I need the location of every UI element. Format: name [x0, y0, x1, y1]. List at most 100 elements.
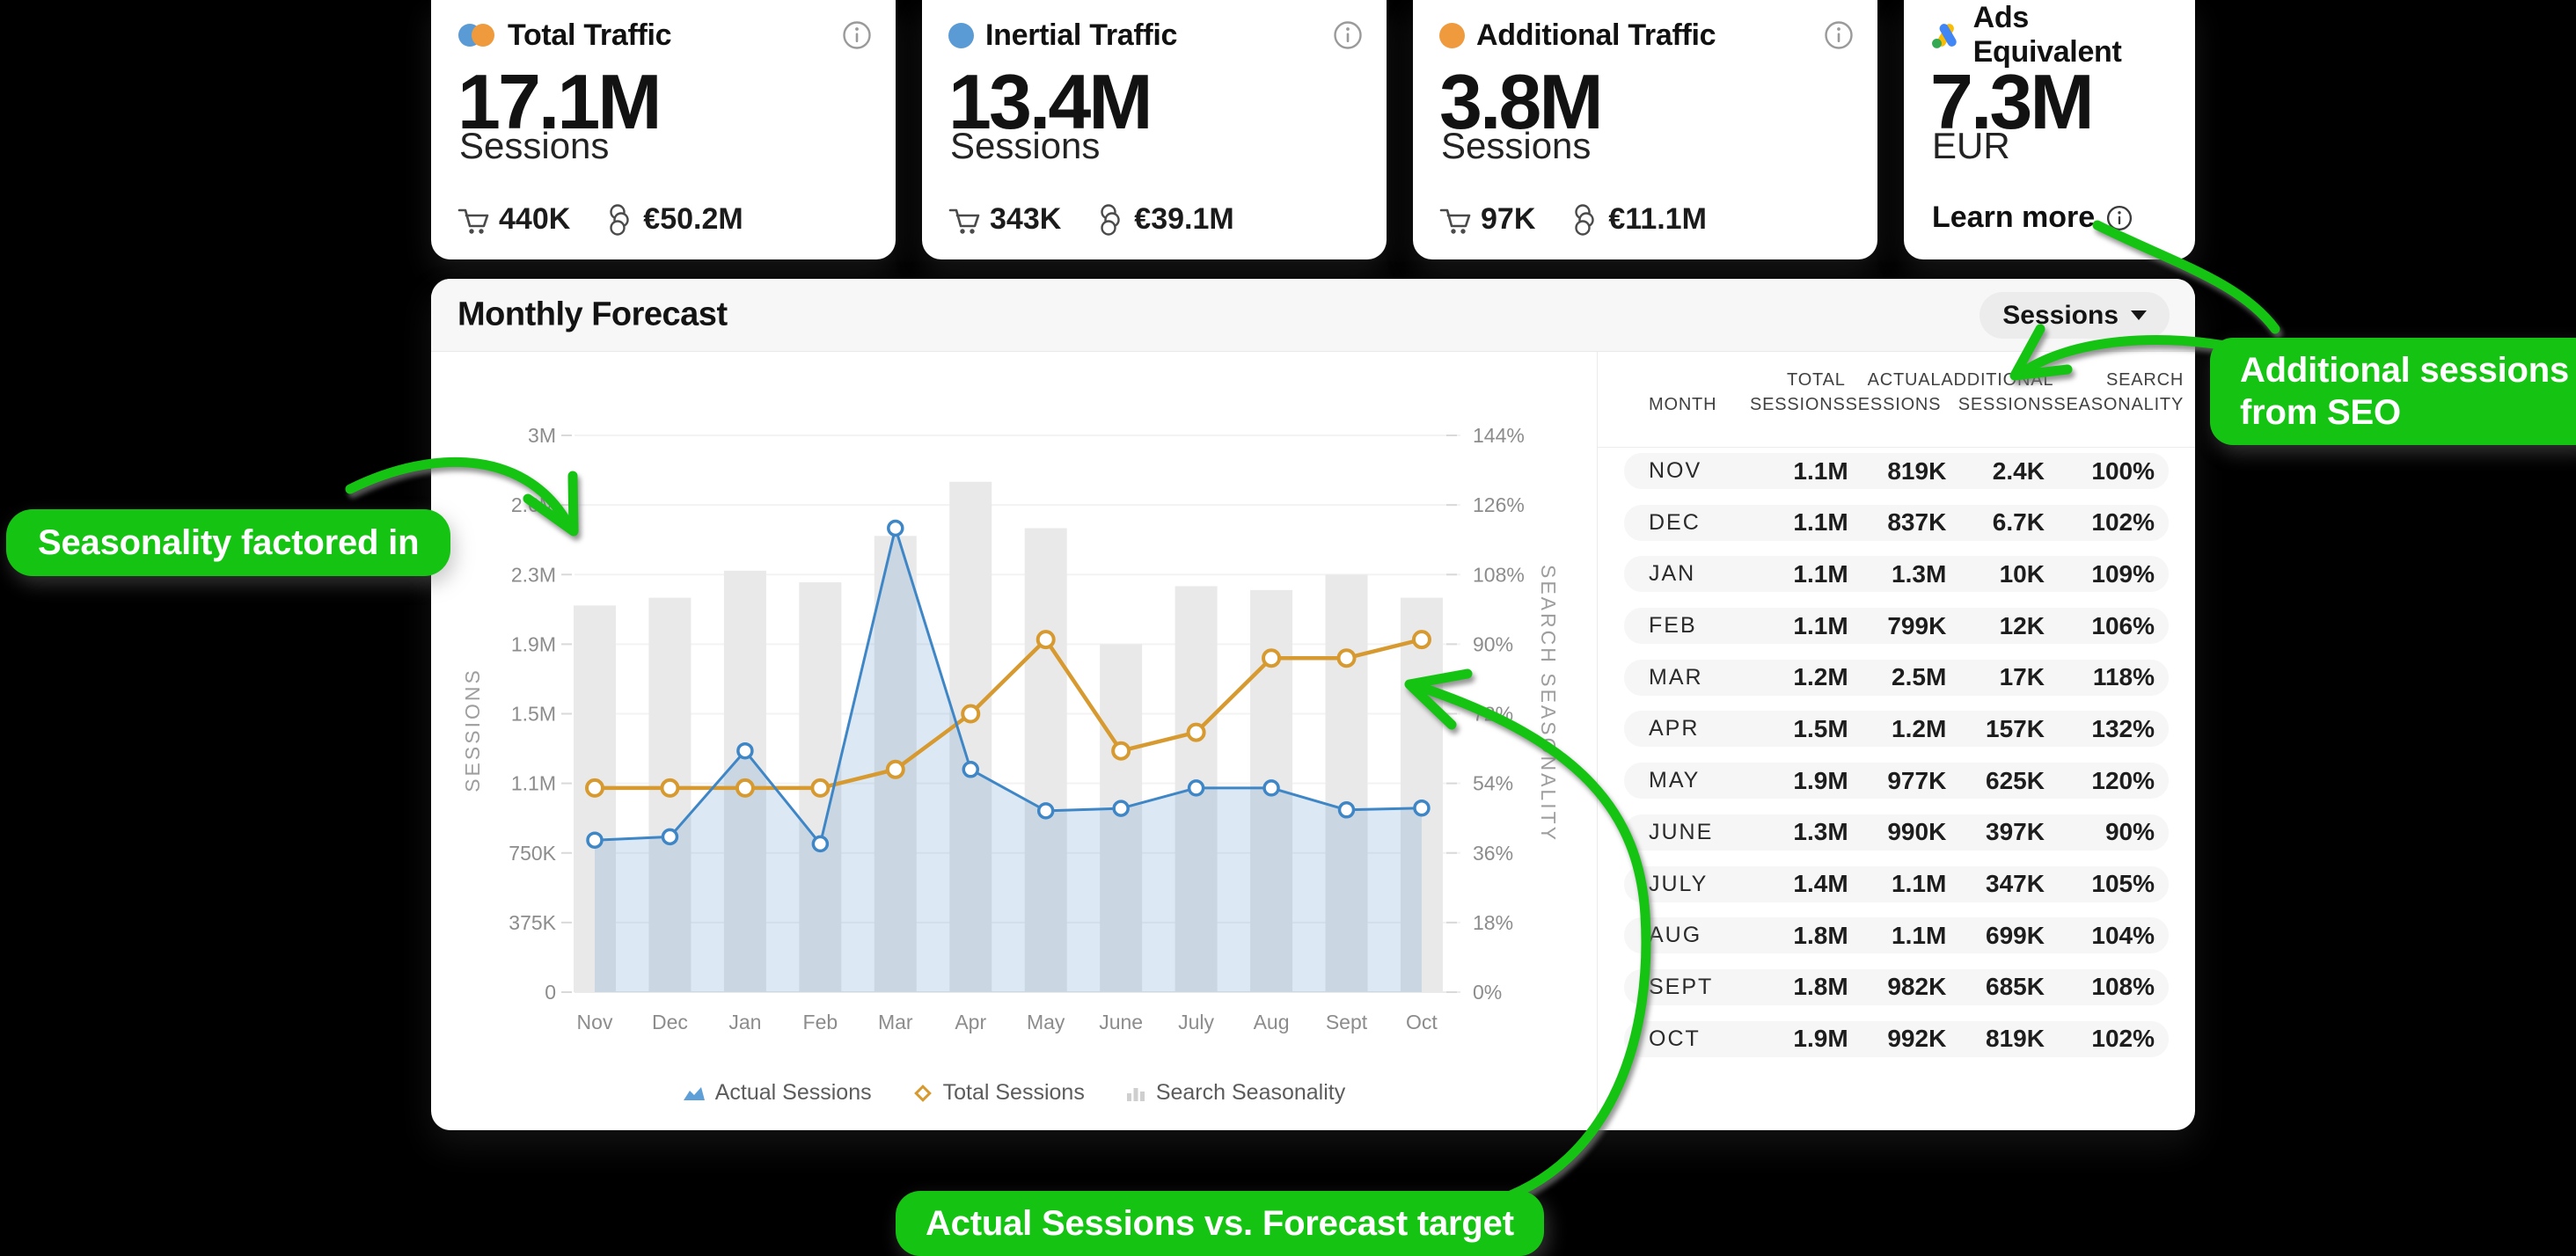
metric-unit: Sessions [459, 125, 610, 166]
value-cell: 699K [1986, 921, 2045, 949]
svg-text:SESSIONS: SESSIONS [461, 668, 484, 792]
value-cell: 397K [1986, 818, 2045, 846]
legend-actual-sessions: Actual Sessions [683, 1080, 872, 1106]
card-total-traffic: Total Traffic 17.1M Sessions 440K €50.2M [431, 0, 896, 259]
svg-text:Sept: Sept [1326, 1011, 1368, 1033]
callout-forecast-target: Actual Sessions vs. Forecast target [896, 1191, 1544, 1256]
cart-icon [457, 208, 489, 234]
metric-dropdown[interactable]: Sessions [1980, 292, 2170, 339]
transactions-value: 97K [1481, 202, 1536, 236]
orange-dot-icon [1439, 22, 1465, 48]
chart-zone: 3M 144% 2.6M 126% 2.3M 108% 1.9M 90% 1.5M 72% 1.1M… [431, 352, 1597, 1130]
forecast-table: MONTH TOTAL SESSIONS ACTUAL SESSIONS ADDITION… [1598, 352, 2195, 1130]
svg-text:Apr: Apr [955, 1011, 986, 1033]
value-cell: 1.1M [1892, 921, 1947, 949]
value-cell: 1.1M [1892, 870, 1947, 897]
value-cell: 347K [1986, 870, 2045, 897]
value-cell: 1.9M [1793, 1025, 1848, 1053]
svg-text:2.6M: 2.6M [511, 493, 556, 516]
metric-value: 17.1M [457, 58, 662, 145]
month-cell: FEB [1649, 613, 1697, 639]
month-cell: DEC [1649, 509, 1701, 535]
legend-search-seasonality: Search Seasonality [1125, 1080, 1345, 1106]
month-cell: JAN [1649, 561, 1696, 587]
value-cell: 837K [1887, 508, 1947, 537]
value-cell: 1.8M [1793, 973, 1848, 1001]
month-cell: JUNE [1649, 819, 1714, 844]
value-cell: 6.7K [1992, 508, 2045, 537]
info-icon[interactable] [1332, 19, 1364, 51]
card-footer: 97K €11.1M [1439, 202, 1707, 237]
value-cell: 819K [1887, 456, 1947, 485]
value-cell: 108% [2091, 973, 2155, 1001]
coins-icon [1101, 203, 1120, 236]
value-cell: 132% [2091, 714, 2155, 742]
svg-text:126%: 126% [1473, 493, 1525, 516]
value-cell: 102% [2091, 1025, 2155, 1053]
table-row: NOV 1.1M 819K 2.4K 100% [1624, 453, 2169, 489]
metric-value: 13.4M [948, 58, 1153, 145]
value-cell: 17K [1999, 663, 2045, 691]
svg-text:36%: 36% [1473, 842, 1513, 865]
monthly-forecast-panel: Monthly Forecast Sessions 3M 144% 2.6M 126%… [431, 279, 2195, 1130]
legend-label: Search Seasonality [1155, 1080, 1346, 1105]
learn-more-link[interactable]: Learn more [1932, 201, 2133, 235]
card-title: Total Traffic [508, 18, 672, 52]
table-header-row: MONTH TOTAL SESSIONS ACTUAL SESSIONS ADDITION… [1624, 368, 2183, 417]
dual-dot-icon [458, 24, 494, 47]
svg-text:Mar: Mar [878, 1011, 913, 1033]
card-title: Additional Traffic [1476, 18, 1716, 52]
value-cell: 992K [1887, 1025, 1947, 1053]
month-cell: OCT [1649, 1026, 1701, 1051]
table-row: JUNE 1.3M 990K 397K 90% [1624, 814, 2169, 851]
legend-total-sessions: Total Sessions [912, 1080, 1085, 1106]
transactions-value: 343K [990, 202, 1062, 236]
revenue-value: €50.2M [643, 202, 743, 236]
diamond-icon [913, 1084, 932, 1102]
value-cell: 10K [1999, 559, 2045, 588]
table-row: FEB 1.1M 799K 12K 106% [1624, 608, 2169, 645]
svg-text:June: June [1099, 1011, 1143, 1033]
callout-text-line2: from SEO [2240, 393, 2401, 432]
legend-label: Total Sessions [942, 1080, 1085, 1105]
revenue-value: €11.1M [1608, 202, 1707, 236]
month-cell: APR [1649, 716, 1700, 741]
table-row: APR 1.5M 1.2M 157K 132% [1624, 711, 2169, 748]
value-cell: 109% [2091, 559, 2155, 588]
value-cell: 982K [1887, 973, 1947, 1001]
chart-legend: Actual Sessions Total Sessions Search Se… [431, 1080, 1597, 1106]
callout-text-line1: Additional sessions [2240, 351, 2570, 390]
value-cell: 90% [2104, 818, 2155, 846]
table-row: AUG 1.8M 1.1M 699K 104% [1624, 917, 2169, 954]
value-cell: 105% [2091, 870, 2155, 897]
table-header-divider [1598, 447, 2195, 448]
svg-text:0: 0 [545, 981, 556, 1004]
card-header: Additional Traffic [1439, 16, 1855, 55]
table-row: SEPT 1.8M 982K 685K 108% [1624, 968, 2169, 1005]
month-cell: MAR [1649, 664, 1703, 690]
value-cell: 2.4K [1992, 456, 2045, 485]
svg-text:18%: 18% [1473, 911, 1513, 934]
info-icon[interactable] [1823, 19, 1855, 51]
cart-icon [948, 208, 980, 234]
value-cell: 799K [1887, 611, 1947, 639]
svg-text:Dec: Dec [652, 1011, 688, 1033]
metric-value: 7.3M [1930, 58, 2095, 145]
month-cell: NOV [1649, 458, 1702, 483]
info-icon[interactable] [841, 19, 873, 51]
coins-icon [610, 203, 629, 236]
learn-more-label: Learn more [1932, 201, 2096, 234]
value-cell: 1.5M [1793, 714, 1848, 742]
card-header: Ads Equivalent [1930, 1, 2172, 69]
value-cell: 1.8M [1793, 921, 1848, 949]
svg-text:Nov: Nov [577, 1011, 613, 1033]
revenue-stat: €50.2M [605, 202, 743, 237]
month-cell: AUG [1649, 923, 1702, 948]
table-row: OCT 1.9M 992K 819K 102% [1624, 1020, 2169, 1057]
table-header-cell: ADDITIONAL SESSIONS [1941, 370, 2054, 414]
svg-text:108%: 108% [1473, 563, 1525, 586]
table-row: DEC 1.1M 837K 6.7K 102% [1624, 504, 2169, 541]
card-title: Inertial Traffic [985, 18, 1178, 52]
card-additional-traffic: Additional Traffic 3.8M Sessions 97K €11… [1413, 0, 1877, 259]
metric-unit: Sessions [950, 125, 1101, 166]
